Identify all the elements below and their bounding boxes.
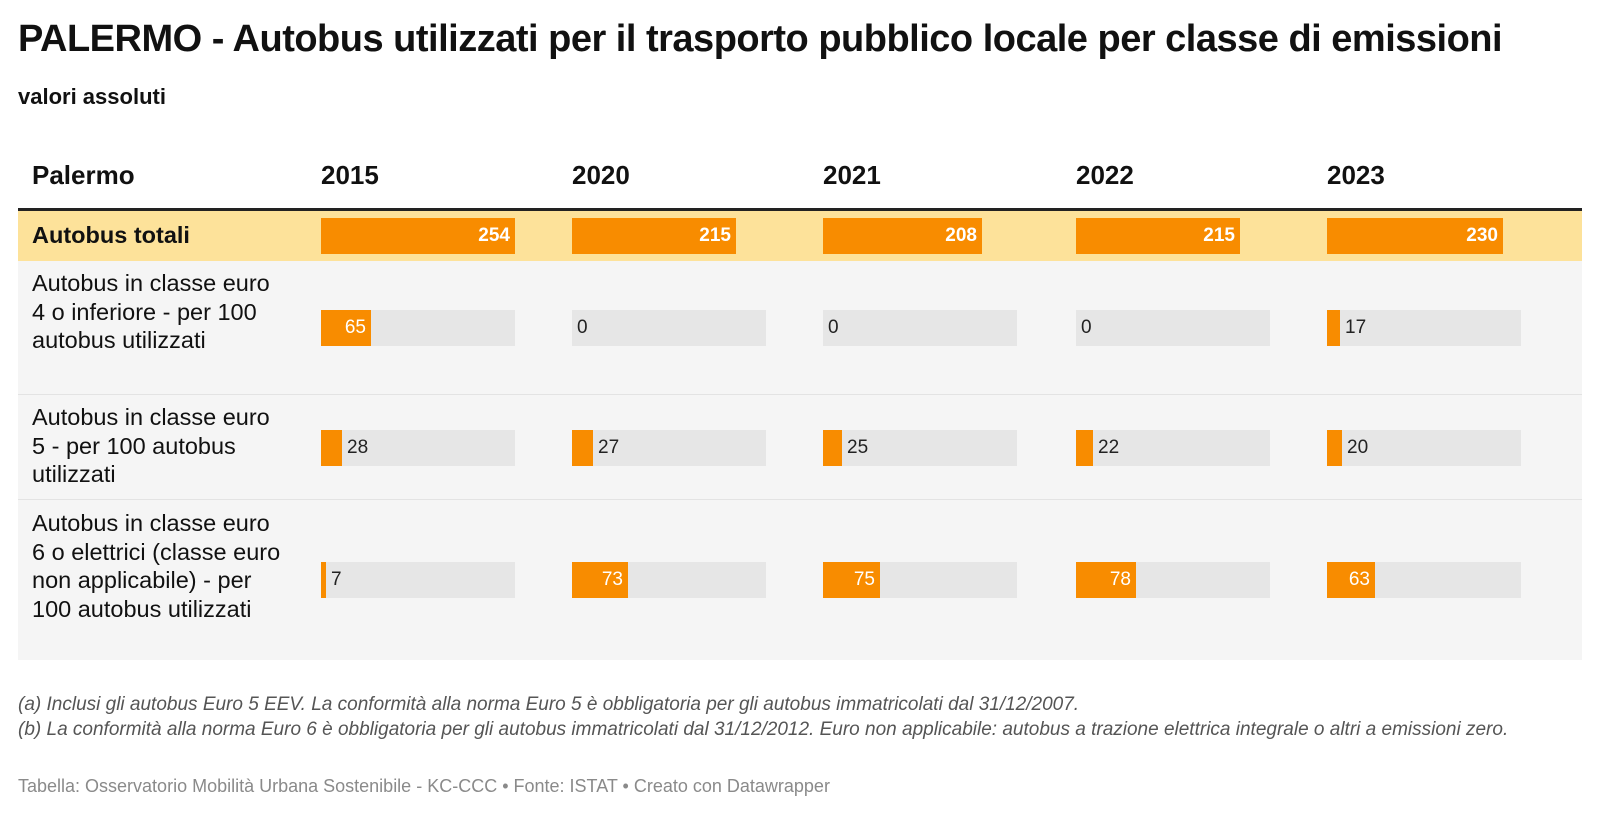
footnote: (a) Inclusi gli autobus Euro 5 EEV. La c…: [18, 694, 1080, 715]
bar-value-label: 65: [344, 317, 366, 338]
bar-value-label: 215: [699, 225, 731, 246]
bar-track-2021: 208: [823, 218, 1017, 254]
bar-value-label: 28: [347, 437, 369, 458]
bar-value-label: 20: [1347, 437, 1369, 458]
bar-value-label: 0: [577, 317, 588, 338]
bar-track-2020: 215: [572, 218, 766, 254]
bar-2021: [823, 218, 982, 254]
table-row: Autobus totali 254 215 208 215 230: [18, 211, 1582, 261]
bar-track-2015: 7: [321, 562, 515, 598]
bar-track-2020: 27: [572, 430, 766, 466]
bar-value-label: 230: [1466, 225, 1498, 246]
bar-value-label: 0: [1081, 317, 1092, 338]
bar-value-label: 63: [1348, 569, 1370, 590]
row-label: Autobus in classe euro 6 o elettrici (cl…: [32, 510, 281, 622]
bar-value-label: 27: [598, 437, 620, 458]
bar-value-label: 73: [601, 569, 623, 590]
bar-2015: [321, 562, 326, 598]
bar-value-label: 75: [853, 569, 875, 590]
source-credit: Tabella: Osservatorio Mobilità Urbana So…: [18, 776, 830, 796]
bar-2015: [321, 218, 515, 254]
bar-value-label: 0: [828, 317, 839, 338]
bar-2020: [572, 218, 736, 254]
bar-value-label: 17: [1345, 317, 1367, 338]
chart-title: PALERMO - Autobus utilizzati per il tras…: [18, 18, 1503, 60]
bar-2015: [321, 430, 342, 466]
bar-track-2021: 75: [823, 562, 1017, 598]
bar-track-2022: 215: [1076, 218, 1270, 254]
column-header-2015: 2015: [321, 160, 379, 190]
bar-track-2022: 22: [1076, 430, 1270, 466]
table-header: Palermo 2015 2020 2021 2022 2023: [18, 148, 1582, 211]
bar-2022: [1076, 562, 1136, 598]
bar-value-label: 254: [478, 225, 510, 246]
bar-value-label: 215: [1203, 225, 1235, 246]
column-header-2023: 2023: [1327, 160, 1385, 190]
table-row: Autobus in classe euro 4 o inferiore - p…: [18, 261, 1582, 395]
bar-track-2023: 17: [1327, 310, 1521, 346]
bar-2022: [1076, 218, 1240, 254]
column-header-2020: 2020: [572, 160, 630, 190]
table-row: Autobus in classe euro 6 o elettrici (cl…: [18, 500, 1582, 660]
row-label: Autobus totali: [32, 222, 190, 248]
column-header-2021: 2021: [823, 160, 881, 190]
bar-track-2020: 0: [572, 310, 766, 346]
bar-track-2021: 0: [823, 310, 1017, 346]
bar-value-label: 22: [1098, 437, 1120, 458]
bar-2015: [321, 310, 371, 346]
bar-track-2020: 73: [572, 562, 766, 598]
bar-2023: [1327, 562, 1375, 598]
column-header-2022: 2022: [1076, 160, 1134, 190]
bar-track-2022: 0: [1076, 310, 1270, 346]
bar-track-2022: 78: [1076, 562, 1270, 598]
bar-2020: [572, 562, 628, 598]
bar-track-2015: 28: [321, 430, 515, 466]
bar-2022: [1076, 430, 1093, 466]
bar-track-2023: 20: [1327, 430, 1521, 466]
bar-2020: [572, 430, 593, 466]
bar-value-label: 78: [1109, 569, 1131, 590]
bar-value-label: 7: [331, 569, 342, 590]
bar-track-2023: 63: [1327, 562, 1521, 598]
bar-track-2021: 25: [823, 430, 1017, 466]
bar-2023: [1327, 310, 1340, 346]
chart-subtitle: valori assoluti: [18, 84, 166, 109]
footnote: (b) La conformità alla norma Euro 6 è ob…: [18, 719, 1509, 740]
bar-value-label: 25: [847, 437, 869, 458]
bar-track-2015: 254: [321, 218, 515, 254]
row-header-label: Palermo: [32, 160, 135, 190]
bar-track-2015: 65: [321, 310, 515, 346]
table-row: Autobus in classe euro 5 - per 100 autob…: [18, 395, 1582, 500]
bar-track-2023: 230: [1327, 218, 1521, 254]
bar-2021: [823, 562, 880, 598]
row-label: Autobus in classe euro 5 - per 100 autob…: [32, 404, 270, 487]
footnotes: (a) Inclusi gli autobus Euro 5 EEV. La c…: [18, 692, 1578, 742]
bar-2023: [1327, 430, 1342, 466]
data-table: Palermo 2015 2020 2021 2022 2023 Autobus…: [18, 148, 1582, 660]
bar-2023: [1327, 218, 1503, 254]
row-label: Autobus in classe euro 4 o inferiore - p…: [32, 270, 270, 353]
bar-2021: [823, 430, 842, 466]
bar-value-label: 208: [945, 225, 977, 246]
